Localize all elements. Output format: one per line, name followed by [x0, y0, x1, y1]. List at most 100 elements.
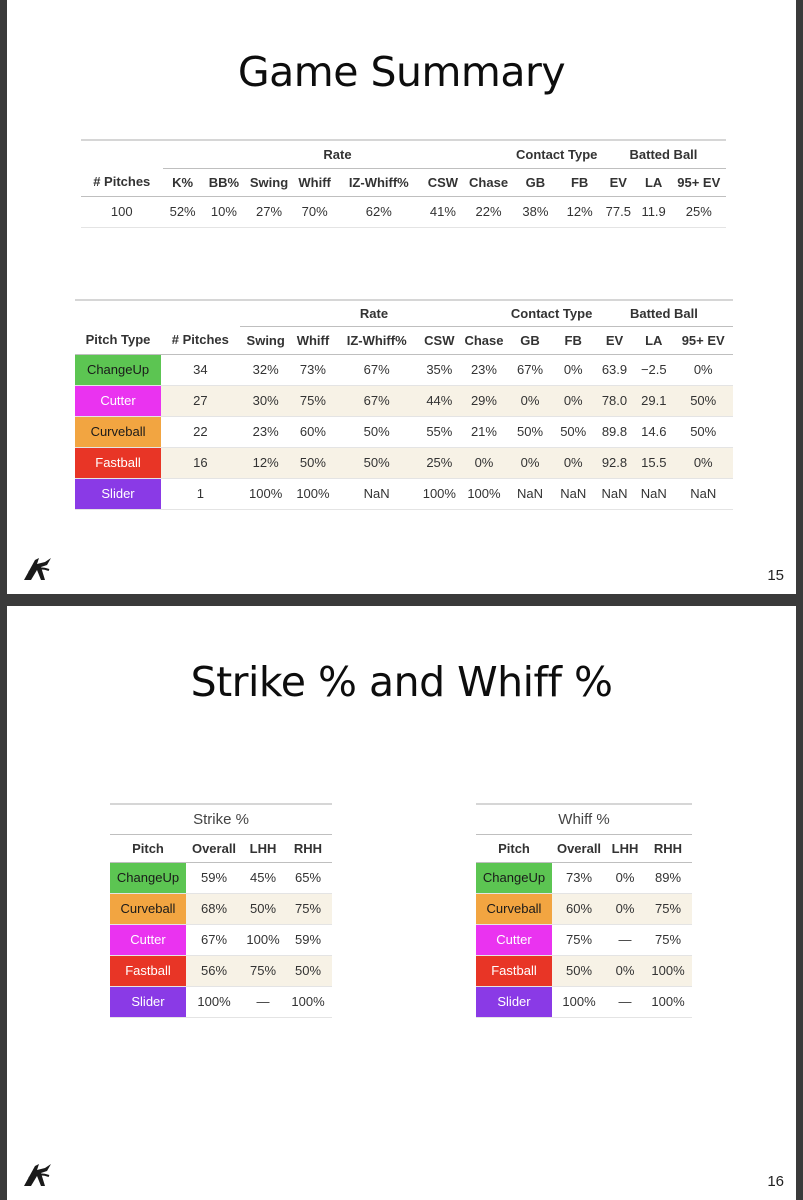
table-cell: 75% — [644, 893, 692, 925]
table-cell: 0% — [459, 447, 509, 479]
group-header-batted-ball: Batted Ball — [594, 299, 733, 327]
column-header: Overall — [186, 834, 242, 863]
table-row: Cutter 75% —75% — [476, 924, 692, 956]
slide-title: Strike % and Whiff % — [190, 658, 613, 706]
table-row: 100 52% 10% 27% 70% 62% 41% 22% 38% 12% 77.5 11.9 25… — [81, 196, 726, 228]
table-cell: 50% — [284, 955, 332, 987]
table-cell: 0% — [673, 447, 733, 479]
table-cell: 0% — [551, 385, 595, 417]
table-cell: 100% — [644, 955, 692, 987]
table-cell: 75% — [552, 924, 606, 956]
table-cell: 50% — [552, 955, 606, 987]
column-header: LHH — [242, 834, 284, 863]
column-header: BB% — [202, 168, 246, 197]
table-cell: 0% — [508, 385, 552, 417]
table-cell: 68% — [186, 893, 242, 925]
column-header: FB — [551, 326, 595, 355]
table-cell: 89.8 — [594, 416, 635, 448]
slide-strike-whiff: Strike % and Whiff % Strike % Pitch Overa… — [7, 606, 796, 1200]
table-cell: 50% — [673, 416, 733, 448]
table-cell: 50% — [242, 893, 284, 925]
column-header: 95+ EV — [671, 168, 726, 197]
column-header: Whiff — [291, 326, 335, 355]
table-cell: 50% — [334, 416, 420, 448]
team-logo — [24, 558, 51, 580]
table-cell: 75% — [644, 924, 692, 956]
pitch-type-cell: ChangeUp — [110, 862, 186, 894]
column-header: Pitch Type — [75, 326, 162, 355]
table-cell: — — [242, 986, 284, 1018]
table-cell: — — [606, 924, 644, 956]
column-header: Overall — [552, 834, 606, 863]
table-cell: 22 — [161, 416, 240, 448]
table-cell: 67% — [334, 385, 420, 417]
table-cell: 77.5 — [600, 196, 636, 228]
column-header: LHH — [606, 834, 644, 863]
table-cell: 56% — [186, 955, 242, 987]
table-cell: 0% — [551, 447, 595, 479]
column-header: Pitch — [476, 834, 552, 863]
table-cell: 100% — [284, 986, 332, 1018]
pitch-type-cell: Fastball — [75, 447, 162, 479]
column-header: IZ-Whiff% — [336, 168, 422, 197]
table-cell: 11.9 — [635, 196, 672, 228]
column-header: RHH — [284, 834, 332, 863]
column-header: Swing — [245, 168, 293, 197]
pitch-type-cell: Slider — [110, 986, 186, 1018]
table-cell: 34 — [161, 354, 240, 386]
group-header-rate: Rate — [239, 299, 509, 327]
table-cell: 100% — [459, 478, 509, 510]
table-cell: 73% — [552, 862, 606, 894]
page-number: 16 — [767, 1173, 784, 1190]
table-cell: 0% — [551, 354, 595, 386]
page-number: 15 — [767, 567, 784, 584]
table-cell: 29% — [459, 385, 509, 417]
table-cell: 67% — [186, 924, 242, 956]
table-cell: NaN — [508, 478, 552, 510]
table-row: ChangeUp 59% 45% 65% — [110, 862, 332, 894]
table-caption: Whiff % — [476, 803, 692, 835]
table-cell: 89% — [644, 862, 692, 894]
column-header: CSW — [419, 326, 460, 355]
table-cell: 75% — [242, 955, 284, 987]
column-header: Chase — [459, 326, 509, 355]
table-cell: 52% — [162, 196, 203, 228]
table-cell: NaN — [334, 478, 420, 510]
group-header-contact-type: Contact Type — [512, 139, 601, 169]
table-cell: 35% — [419, 354, 460, 386]
column-header: Chase — [464, 168, 513, 197]
table-cell: 27% — [245, 196, 293, 228]
table-cell: 59% — [284, 924, 332, 956]
table-cell: 100% — [419, 478, 460, 510]
table-cell: — — [606, 986, 644, 1018]
table-cell: −2.5 — [634, 354, 674, 386]
table-cell: 100% — [242, 924, 284, 956]
table-cell: 60% — [552, 893, 606, 925]
table-cell: 21% — [459, 416, 509, 448]
column-header: # Pitches — [81, 168, 163, 197]
table-cell: 25% — [671, 196, 726, 228]
table-cell: 41% — [421, 196, 465, 228]
table-cell: 50% — [334, 447, 420, 479]
column-header: FB — [558, 168, 601, 197]
table-cell: 78.0 — [594, 385, 635, 417]
column-header: GB — [512, 168, 559, 197]
table-cell: 15.5 — [634, 447, 674, 479]
table-cell: 100% — [186, 986, 242, 1018]
table-cell: 70% — [292, 196, 337, 228]
table-row: Fastball 50% 0% 100% — [476, 955, 692, 987]
table-cell: 38% — [512, 196, 559, 228]
pitch-type-cell: Curveball — [110, 893, 186, 925]
column-header: Swing — [239, 326, 292, 355]
column-header: K% — [162, 168, 203, 197]
team-logo — [24, 1164, 51, 1186]
table-cell: 62% — [336, 196, 422, 228]
table-cell: 32% — [239, 354, 292, 386]
table-cell: 44% — [419, 385, 460, 417]
table-cell: 22% — [464, 196, 513, 228]
slide-title: Game Summary — [237, 48, 566, 96]
table-cell: 50% — [673, 385, 733, 417]
column-header: Whiff — [292, 168, 337, 197]
pitch-type-cell: Slider — [75, 478, 162, 510]
pitch-type-cell: Slider — [476, 986, 552, 1018]
